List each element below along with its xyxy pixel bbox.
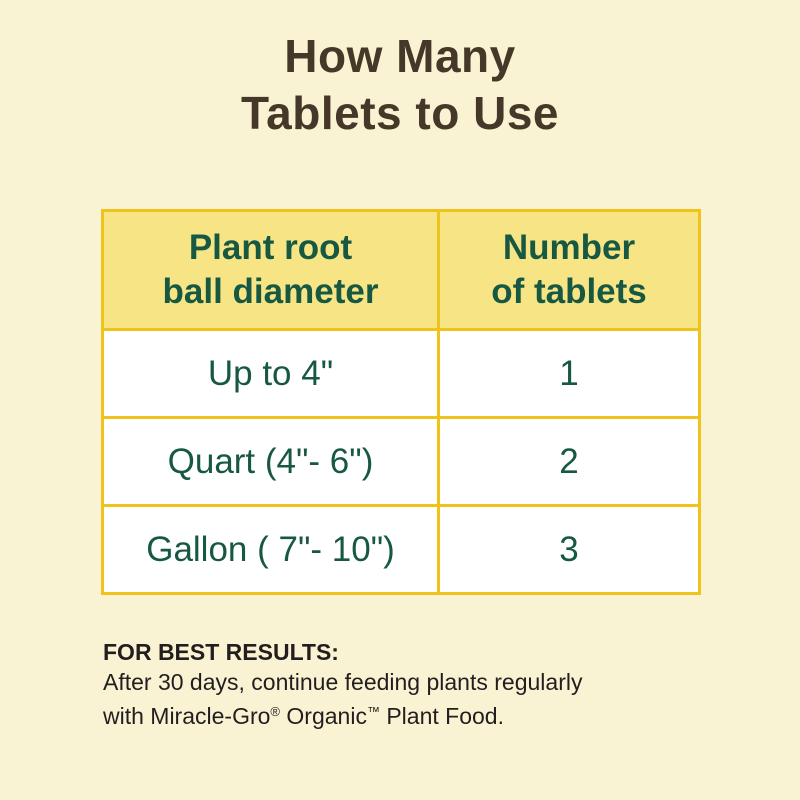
table-row: Up to 4" 1	[101, 328, 701, 419]
footer-line-2-text: with Miracle-Gro	[103, 703, 271, 729]
cell-diameter: Up to 4"	[101, 328, 440, 419]
table-row: Quart (4"- 6") 2	[101, 416, 701, 507]
column-header-number-of-tablets: Number of tablets	[437, 209, 701, 331]
footer-heading: FOR BEST RESULTS:	[103, 639, 339, 665]
header-diameter-line-1: Plant root	[188, 228, 353, 267]
header-diameter-line-2: ball diameter	[162, 272, 379, 311]
footer-line-2-text: Organic	[280, 703, 367, 729]
column-header-root-ball-diameter: Plant root ball diameter	[101, 209, 440, 331]
header-tablets-line-2: of tablets	[491, 272, 647, 311]
table-row: Gallon ( 7"- 10") 3	[101, 504, 701, 595]
trademark-symbol: ™	[366, 704, 380, 719]
page-title-line-1: How Many	[284, 30, 516, 82]
tablet-dosage-table: Plant root ball diameter Number of table…	[101, 209, 701, 595]
cell-tablet-count: 3	[437, 504, 701, 595]
cell-diameter: Gallon ( 7"- 10")	[101, 504, 440, 595]
cell-tablet-count: 1	[437, 328, 701, 419]
cell-tablet-count: 2	[437, 416, 701, 507]
footer-note: FOR BEST RESULTS: After 30 days, continu…	[103, 637, 582, 731]
footer-line-1: After 30 days, continue feeding plants r…	[103, 669, 583, 695]
registered-trademark-symbol: ®	[270, 704, 281, 719]
table-header-row: Plant root ball diameter Number of table…	[101, 209, 701, 331]
footer-line-2-text: Plant Food.	[379, 703, 504, 729]
page-title-line-2: Tablets to Use	[241, 87, 559, 139]
page-title: How Many Tablets to Use	[0, 28, 800, 142]
cell-diameter: Quart (4"- 6")	[101, 416, 440, 507]
footer-line-2: with Miracle-Gro® Organic™ Plant Food.	[103, 697, 582, 731]
header-tablets-line-1: Number	[502, 228, 636, 267]
